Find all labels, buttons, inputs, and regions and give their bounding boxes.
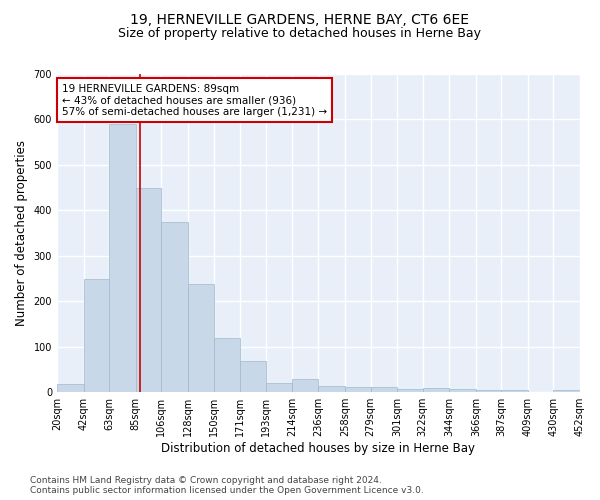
Bar bbox=[292, 379, 319, 392]
Bar bbox=[422, 388, 449, 392]
Bar bbox=[449, 388, 476, 392]
Text: 19 HERNEVILLE GARDENS: 89sqm
← 43% of detached houses are smaller (936)
57% of s: 19 HERNEVILLE GARDENS: 89sqm ← 43% of de… bbox=[62, 84, 327, 116]
Bar bbox=[371, 387, 397, 392]
Bar bbox=[345, 387, 371, 392]
Bar bbox=[188, 284, 214, 392]
Bar bbox=[214, 338, 240, 392]
Bar bbox=[240, 362, 266, 392]
Bar bbox=[476, 390, 501, 392]
Bar bbox=[397, 388, 422, 392]
Text: 19, HERNEVILLE GARDENS, HERNE BAY, CT6 6EE: 19, HERNEVILLE GARDENS, HERNE BAY, CT6 6… bbox=[131, 12, 470, 26]
Text: Contains HM Land Registry data © Crown copyright and database right 2024.
Contai: Contains HM Land Registry data © Crown c… bbox=[30, 476, 424, 495]
Bar bbox=[501, 390, 528, 392]
X-axis label: Distribution of detached houses by size in Herne Bay: Distribution of detached houses by size … bbox=[161, 442, 475, 455]
Bar bbox=[57, 384, 83, 392]
Y-axis label: Number of detached properties: Number of detached properties bbox=[15, 140, 28, 326]
Bar bbox=[266, 382, 292, 392]
Bar bbox=[161, 222, 188, 392]
Bar bbox=[136, 188, 161, 392]
Bar bbox=[553, 390, 580, 392]
Bar bbox=[319, 386, 345, 392]
Bar bbox=[83, 279, 109, 392]
Bar bbox=[109, 124, 136, 392]
Text: Size of property relative to detached houses in Herne Bay: Size of property relative to detached ho… bbox=[119, 28, 482, 40]
